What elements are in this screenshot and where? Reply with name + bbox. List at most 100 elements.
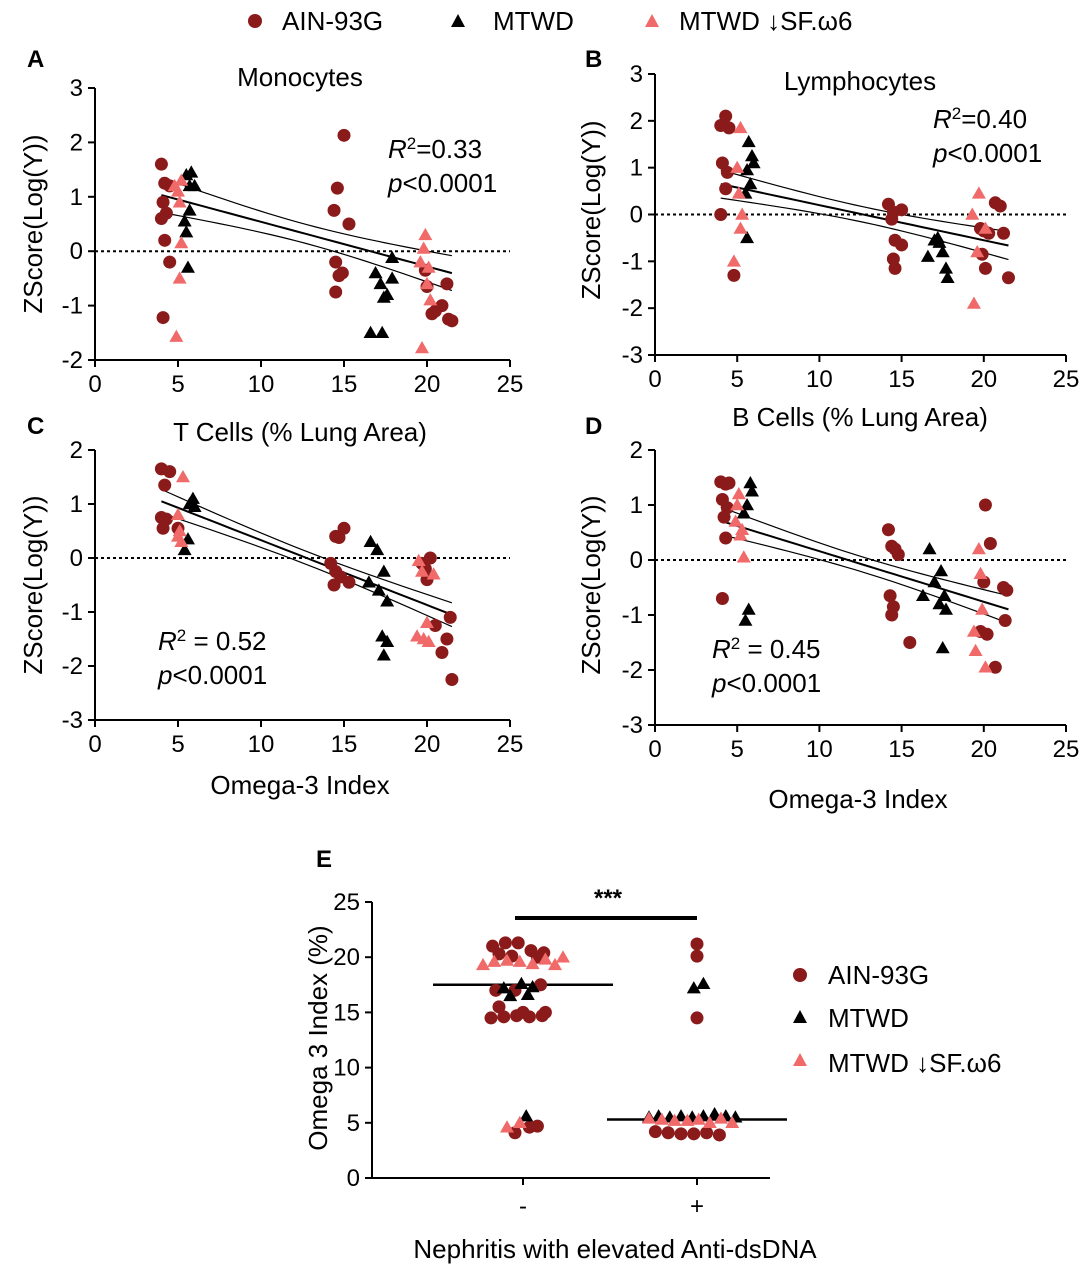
panel-d-point-ain <box>998 614 1012 627</box>
panel-c-point-ain <box>163 465 177 479</box>
top-legend: AIN-93G MTWD MTWD ↓SF.ω6 <box>248 6 852 36</box>
panel-c-point-ain <box>445 673 459 686</box>
panel-a-point-mtwd <box>179 225 194 238</box>
panel-a-point-ain <box>342 217 356 231</box>
panel-c-y-tick-label: 0 <box>70 545 83 572</box>
panel-a-point-mtwd <box>187 178 202 192</box>
panel-a-point-mtwd-sf <box>415 341 430 354</box>
panel-d: D ZScore(Log(Y)) Omega-3 Index -3 -2 -1 0 1 2… <box>576 413 1079 814</box>
panel-c-y-tick-label: -3 <box>62 707 83 734</box>
panel-d-xlabel: Omega-3 Index <box>768 784 947 814</box>
panel-e-point-mtwd-sf <box>476 957 490 971</box>
panel-d-point-mtwd <box>938 602 953 615</box>
panel-d-y-tick-label: 0 <box>630 547 643 574</box>
panel-e-legend-mtwd-sf-label: MTWD ↓SF.ω6 <box>828 1048 1001 1078</box>
panel-b-title: Lymphocytes <box>784 66 936 96</box>
panel-e-legend-ain-marker <box>793 968 807 982</box>
panel-a-point-ain <box>156 195 170 209</box>
panel-d-p-value: p<0.0001 <box>711 668 821 698</box>
panel-a-point-ain <box>329 285 343 299</box>
panel-a-point-ain <box>330 181 344 195</box>
panel-c-x-tick-label: 0 <box>88 731 101 758</box>
panel-c-point-ain <box>435 646 449 659</box>
legend-mtwd-marker <box>451 14 465 27</box>
panel-d-y-tick-label: -1 <box>622 602 643 629</box>
panel-a-point-mtwd-sf <box>416 241 431 254</box>
panel-e-point-mtwd-sf <box>691 1112 706 1125</box>
panel-a-point-ain <box>154 157 168 171</box>
panel-b-point-ain <box>997 226 1011 240</box>
panel-e-point-mtwd-sf <box>512 1115 527 1129</box>
panel-e-point-mtwd <box>696 976 711 989</box>
panel-a-point-mtwd <box>177 214 192 227</box>
panel-e-point-mtwd <box>686 981 701 994</box>
panel-a-y-tick-label: 2 <box>70 129 83 156</box>
panel-a-point-ain <box>327 203 341 217</box>
panel-d-point-ain <box>715 592 729 605</box>
panel-e-legend-mtwd-sf-marker <box>793 1053 807 1066</box>
panel-b-letter: B <box>585 46 602 73</box>
panel-b-point-mtwd-sf <box>731 186 746 199</box>
panel-a-point-mtwd <box>363 325 378 339</box>
panel-b-point-mtwd-sf <box>733 120 748 134</box>
panel-b-point-mtwd <box>743 177 758 190</box>
panel-a-point-ain <box>337 128 351 142</box>
panel-a-ylabel: ZScore(Log(Y)) <box>18 134 48 313</box>
panel-e-point-mtwd <box>674 1109 688 1122</box>
panel-c-x-tick-label: 25 <box>497 731 524 758</box>
legend-mtwd-sf-marker <box>645 14 659 27</box>
panel-b-point-ain <box>978 261 992 275</box>
legend-mtwd-label: MTWD <box>493 6 574 36</box>
panel-b-y-tick-label: -3 <box>622 342 643 369</box>
panel-d-point-mtwd <box>744 484 759 497</box>
panel-d-point-ain <box>903 636 917 649</box>
panel-a-point-mtwd-sf <box>420 276 434 290</box>
panel-d-point-mtwd-sf <box>731 487 746 500</box>
panel-a-stats: R2=0.33p<0.0001 <box>387 134 497 199</box>
panel-a-point-mtwd <box>373 276 388 290</box>
panel-b-point-mtwd <box>744 148 759 162</box>
panel-b-point-ain <box>722 121 736 135</box>
panel-d-point-ain <box>883 589 897 603</box>
panel-e-point-mtwd <box>519 1109 534 1122</box>
panel-c-p-value: p<0.0001 <box>157 660 267 690</box>
panel-d-point-mtwd <box>935 641 950 654</box>
panel-a-point-ain <box>435 299 449 313</box>
panel-a-point-mtwd <box>180 260 195 273</box>
panel-e: E Omega 3 Index (%) Nephritis with eleva… <box>303 846 1001 1264</box>
panel-a-point-mtwd <box>385 271 400 284</box>
panel-c-xlabel: Omega-3 Index <box>210 770 389 800</box>
panel-c-point-mtwd <box>361 575 376 588</box>
panel-d-point-mtwd-sf <box>736 550 751 563</box>
panel-b-ci-upper <box>720 169 1009 233</box>
panel-d-stats: R2 = 0.45p<0.0001 <box>711 634 821 699</box>
panel-b-point-ain <box>895 238 909 252</box>
panel-b-point-mtwd-sf <box>965 207 980 220</box>
panel-e-legend-ain-label: AIN-93G <box>828 960 929 990</box>
panel-a-point-mtwd-sf <box>169 329 184 342</box>
panel-e-point-ain <box>484 1011 498 1025</box>
panel-d-point-mtwd <box>738 613 753 626</box>
panel-c-regression-line <box>161 500 453 616</box>
panel-b-point-mtwd-sf <box>978 221 993 234</box>
legend-mtwd-sf-label: MTWD ↓SF.ω6 <box>679 6 852 36</box>
panel-a-point-mtwd <box>368 265 383 279</box>
panel-b-point-ain <box>714 208 728 221</box>
panel-a-point-ain <box>163 255 177 269</box>
panel-b-point-mtwd <box>746 155 761 169</box>
panel-e-point-ain <box>510 1009 524 1023</box>
panel-d-point-mtwd-sf <box>978 660 993 673</box>
panel-a-ci-upper <box>161 177 453 257</box>
panel-b-stats: R2=0.40p<0.0001 <box>932 104 1042 169</box>
panel-e-category-label: + <box>690 1193 704 1220</box>
panel-d-x-tick-label: 15 <box>888 736 915 763</box>
panel-d-point-ain <box>891 548 905 561</box>
panel-d-point-mtwd <box>934 564 949 577</box>
panel-d-point-ain <box>978 498 992 512</box>
panel-b-y-tick-label: 1 <box>630 155 643 182</box>
panel-e-point-ain <box>648 1125 662 1139</box>
panel-b-ci-lower <box>720 197 1009 261</box>
panel-c-x-tick-label: 20 <box>414 731 441 758</box>
panel-d-point-mtwd-sf <box>733 528 748 541</box>
panel-c-r2: R2 = 0.52 <box>158 626 266 657</box>
